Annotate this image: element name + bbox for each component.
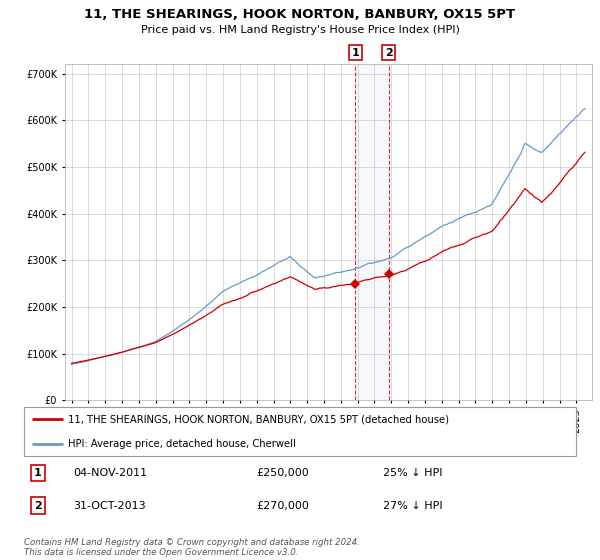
Text: 1: 1 <box>352 48 359 58</box>
Text: 04-NOV-2011: 04-NOV-2011 <box>74 468 148 478</box>
Text: 27% ↓ HPI: 27% ↓ HPI <box>383 501 442 511</box>
Text: 11, THE SHEARINGS, HOOK NORTON, BANBURY, OX15 5PT: 11, THE SHEARINGS, HOOK NORTON, BANBURY,… <box>85 8 515 21</box>
Text: Price paid vs. HM Land Registry's House Price Index (HPI): Price paid vs. HM Land Registry's House … <box>140 25 460 35</box>
Text: 2: 2 <box>34 501 41 511</box>
FancyBboxPatch shape <box>24 407 576 456</box>
Text: £250,000: £250,000 <box>256 468 308 478</box>
Text: £270,000: £270,000 <box>256 501 309 511</box>
Text: HPI: Average price, detached house, Cherwell: HPI: Average price, detached house, Cher… <box>68 439 296 449</box>
Text: 11, THE SHEARINGS, HOOK NORTON, BANBURY, OX15 5PT (detached house): 11, THE SHEARINGS, HOOK NORTON, BANBURY,… <box>68 414 449 424</box>
Text: Contains HM Land Registry data © Crown copyright and database right 2024.
This d: Contains HM Land Registry data © Crown c… <box>24 538 360 557</box>
Text: 1: 1 <box>34 468 41 478</box>
Text: 31-OCT-2013: 31-OCT-2013 <box>74 501 146 511</box>
Bar <box>355 64 389 400</box>
Text: 25% ↓ HPI: 25% ↓ HPI <box>383 468 442 478</box>
Text: 2: 2 <box>385 48 392 58</box>
